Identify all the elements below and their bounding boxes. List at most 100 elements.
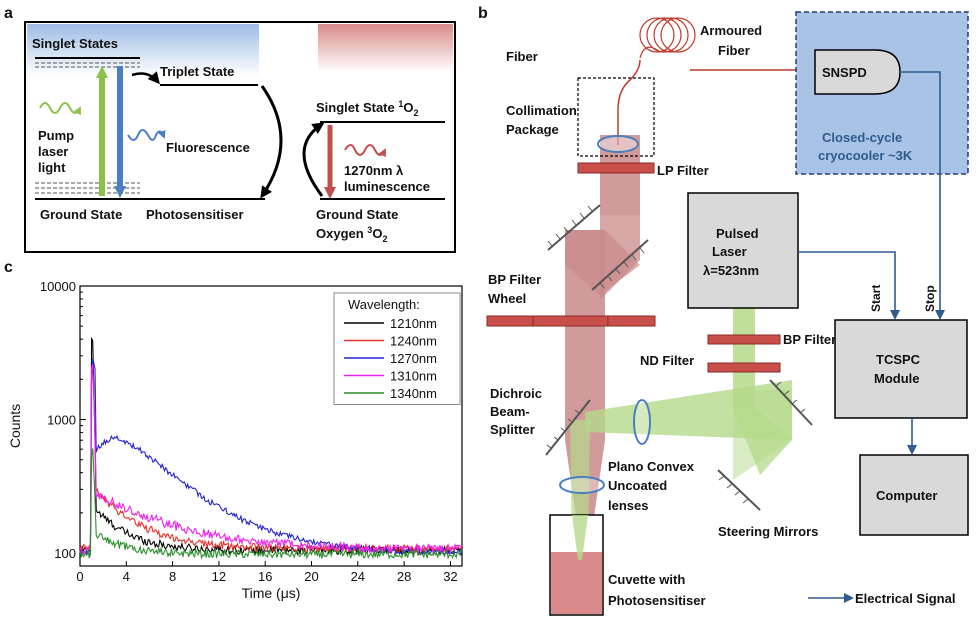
panel-a: a Singlet States Triplet State Pump lase… (4, 5, 456, 253)
dichroic-label-1: Dichroic (490, 386, 542, 401)
tcspc-module-box (834, 319, 968, 419)
plano-label-2: Uncoated (608, 478, 667, 493)
fiber-connector (639, 46, 661, 59)
periscope-mirror-1-hatch (547, 205, 593, 247)
x-tick-label: 24 (351, 569, 365, 584)
legend-title: Wavelength: (348, 297, 420, 312)
plano-label-3: lenses (608, 498, 648, 513)
collimation-lens (597, 135, 639, 153)
green-beam-vertical (733, 308, 755, 408)
singlet-states-label: Singlet States (32, 36, 118, 51)
legend-box (333, 292, 461, 405)
pump-wave-icon (39, 102, 81, 116)
tcspc-label-1: TCSPC (876, 352, 921, 367)
lp-filter (577, 162, 655, 174)
series-line-1340nm (79, 448, 463, 560)
armoured-label-1: Armoured (700, 23, 762, 38)
ground-o2-label-2: Oxygen 3O2 (316, 225, 387, 244)
triplet-state-label: Triplet State (160, 64, 234, 79)
legend-entry: 1340nm (390, 386, 437, 401)
dichroic-hatch (546, 409, 580, 449)
oxygen-band (318, 24, 453, 72)
cuvette-liquid (551, 552, 602, 614)
plano-convex-lens-horizontal (633, 399, 651, 445)
dichroic-label-2: Beam- (490, 404, 530, 419)
dichroic-mirror (545, 399, 591, 456)
bp-filter-label: BP Filter (783, 332, 836, 347)
pump-label-1: Pump (38, 128, 74, 143)
x-tick-label: 4 (123, 569, 130, 584)
cryo-label-2: cryocooler ~3K (818, 148, 913, 163)
fluorescence-wave-icon (127, 129, 166, 141)
fcp-label-1: Fiber (506, 49, 538, 64)
chart-area: 0 4 8 12 16 20 24 28 32 100 1000 10000 Time (μs) Coun… (7, 279, 463, 601)
y-axis-label: Counts (7, 404, 23, 448)
luminescence-label-2: luminescence (344, 179, 430, 194)
x-tick-label: 0 (76, 569, 83, 584)
snspd-label: SNSPD (822, 65, 867, 80)
ground-state-label: Ground State (40, 207, 122, 222)
fiber-collimation-box (577, 77, 655, 157)
tcspc-label-2: Module (874, 371, 920, 386)
fluorescence-label: Fluorescence (166, 140, 250, 155)
luminescence-wave-icon (344, 144, 386, 158)
legend-entry: 1210nm (390, 316, 437, 331)
y-tick-label: 100 (54, 546, 76, 561)
electrical-signal-label: Electrical Signal (855, 591, 955, 606)
plano-label-1: Plano Convex (608, 459, 695, 474)
energy-transfer-arrow-left (260, 85, 283, 199)
laser-label-1: Pulsed (716, 226, 759, 241)
steering-mirror-1-hatch (775, 381, 806, 414)
stop-label: Stop (923, 285, 937, 312)
nd-filter (707, 362, 781, 373)
y-tick-label: 10000 (40, 279, 76, 294)
periscope-mirror-1 (547, 204, 601, 251)
panel-b-letter: b (478, 5, 488, 22)
periscope-mirror-2 (591, 239, 649, 291)
bp-filter-wheel (486, 315, 656, 327)
x-tick-label: 16 (258, 569, 272, 584)
luminescence-label-1: 1270nm λ (344, 163, 404, 178)
steering-mirror-2 (717, 469, 761, 511)
x-tick-label: 20 (304, 569, 318, 584)
armoured-label-2: Fiber (718, 43, 750, 58)
series-line-1240nm (79, 364, 463, 555)
bp-wheel-label-2: Wheel (488, 291, 526, 306)
steering-label: Steering Mirrors (718, 524, 818, 539)
panel-c-letter: c (4, 259, 13, 276)
pump-label-2: laser (38, 144, 68, 159)
green-beam-triangle (733, 390, 792, 480)
computer-box (859, 454, 969, 536)
start-signal-line (798, 251, 900, 320)
series-line-1310nm (79, 363, 463, 557)
x-axis-label: Time (μs) (242, 585, 301, 601)
periscope-mirror-2-hatch (599, 247, 645, 289)
panel-a-letter: a (4, 5, 13, 22)
photosensitiser-label: Photosensitiser (146, 207, 244, 222)
panel-b: b Armoured Fiber SNSPD Closed-cycle cryo… (478, 5, 969, 616)
bp-wheel-label-1: BP Filter (488, 272, 541, 287)
armoured-fiber-coil (639, 17, 696, 53)
cryo-label-1: Closed-cycle (822, 130, 902, 145)
nd-filter-label: ND Filter (640, 353, 694, 368)
y-tick-label: 1000 (47, 413, 76, 428)
x-tick-label: 28 (397, 569, 411, 584)
red-beam-main (565, 230, 605, 440)
plano-convex-lens-vertical (559, 476, 605, 494)
panel-c: c 0 4 8 12 16 20 24 28 32 100 1000 10000 Time (μs) Co… (4, 259, 463, 601)
laser-label-3: λ=523nm (703, 263, 759, 278)
pulsed-laser-box (687, 192, 799, 309)
fcp-label-2: Collimation (506, 103, 577, 118)
isc-arrow (131, 71, 160, 85)
dichroic-label-3: Splitter (490, 422, 535, 437)
fcp-label-3: Package (506, 122, 559, 137)
computer-label: Computer (876, 488, 937, 503)
cuvette-label-1: Cuvette with (608, 572, 685, 587)
steering-mirror-2-hatch (718, 475, 749, 504)
lp-filter-label: LP Filter (657, 163, 709, 178)
legend-entry: 1240nm (390, 334, 437, 349)
steering-mirror-1 (769, 379, 813, 426)
energy-transfer-arrow-right (302, 122, 325, 197)
bp-filter (707, 334, 781, 345)
